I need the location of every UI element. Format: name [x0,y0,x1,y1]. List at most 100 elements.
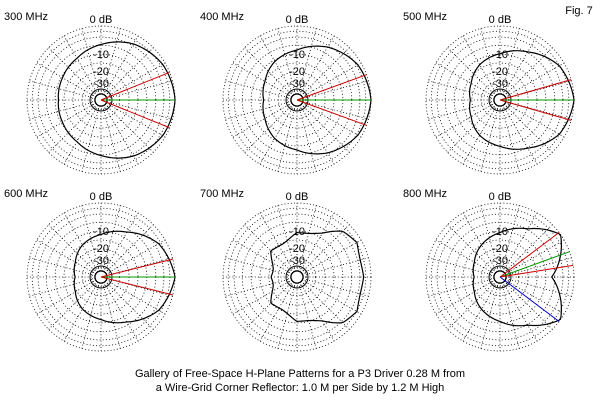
ring-label: 0 dB [286,14,309,26]
grid-spoke [435,102,496,138]
grid-spoke [48,103,98,153]
ring-label: -20 [289,243,305,255]
ring-label: -30 [492,255,508,267]
grid-spoke [29,101,96,120]
grid-spoke [428,101,495,120]
polar-plot: 500 MHz 0 dB-10-20-30 [403,11,575,175]
grid-ring [227,207,367,347]
red-reference-line [499,99,572,121]
red-reference-line [499,232,560,278]
grid-spoke [244,224,294,274]
ring-label: -30 [93,78,109,90]
ring-label: -30 [492,78,508,90]
grid-spoke [503,280,553,330]
inner-ring [493,270,507,284]
grid-spoke [447,103,497,153]
ring-label: -30 [93,255,109,267]
pattern-curve [270,230,365,324]
inner-ring [285,265,309,289]
grid-spoke [428,80,495,99]
grid-spoke [502,104,538,165]
grid-spoke [504,279,565,315]
ring-label: 0 dB [489,191,512,203]
grid-spoke [503,47,553,97]
grid-spoke [105,239,166,275]
grid-spoke [435,239,496,275]
grid-spoke [29,80,96,99]
grid-spoke [36,239,97,275]
grid-spoke [225,257,292,276]
ring-label: -20 [93,66,109,78]
ring-label: 0 dB [489,14,512,26]
ring-label: -20 [93,243,109,255]
ring-label: -10 [93,49,109,61]
grid-spoke [29,257,96,276]
grid-spoke [447,47,497,97]
grid-ring [233,213,361,341]
grid-spoke [504,62,565,98]
grid-spoke [435,279,496,315]
grid-spoke [48,47,98,97]
grid-ring [436,213,564,341]
grid-spoke [29,278,96,297]
grid-spoke [301,279,362,315]
red-reference-line [499,79,572,101]
grid-spoke [503,103,553,153]
grid-spoke [232,62,293,98]
grid-ring [278,258,316,296]
grid-spoke [462,281,498,342]
grid-spoke [502,281,538,342]
grid-spoke [225,80,292,99]
grid-spoke [428,278,495,297]
grid-spoke [48,224,98,274]
grid-spoke [502,212,538,273]
grid-spoke [105,102,166,138]
grid-spoke [447,224,497,274]
red-reference-line [100,276,173,296]
grid-spoke [259,281,295,342]
grid-spoke [300,47,350,97]
grid-ring [462,239,538,315]
grid-spoke [447,280,497,330]
caption-line-1: Gallery of Free-Space H-Plane Patterns f… [134,368,466,380]
plot-title: 800 MHz [403,188,447,200]
grid-spoke [298,282,317,349]
grid-spoke [106,80,173,99]
grid-spoke [103,212,139,273]
grid-spoke [277,282,296,349]
grid-spoke [299,104,335,165]
ring-label: -20 [492,66,508,78]
grid-spoke [299,35,335,96]
plot-title: 300 MHz [4,11,48,23]
grid-spoke [244,103,294,153]
ring-label: 0 dB [90,191,113,203]
plot-title: 400 MHz [200,11,244,23]
grid-ring [259,239,335,315]
grid-spoke [298,105,317,172]
plot-title: 700 MHz [200,188,244,200]
grid-spoke [232,279,293,315]
grid-spoke [302,80,369,99]
grid-spoke [225,101,292,120]
grid-spoke [302,257,369,276]
grid-spoke [244,280,294,330]
grid-spoke [63,281,99,342]
red-reference-line [100,258,173,278]
grid-spoke [502,35,538,96]
red-reference-line [100,71,170,101]
ring-label: -10 [93,226,109,238]
figure-label: Fig. 7 [565,5,593,17]
grid-ring [471,248,529,306]
grid-spoke [259,104,295,165]
grid-spoke [36,62,97,98]
grid-spoke [103,281,139,342]
grid-spoke [225,278,292,297]
red-reference-line [296,74,367,101]
grid-spoke [501,282,520,349]
grid-spoke [504,102,565,138]
pattern-curve [472,227,562,327]
grid-spoke [501,105,520,172]
grid-spoke [480,282,499,349]
inner-ring [488,265,512,289]
